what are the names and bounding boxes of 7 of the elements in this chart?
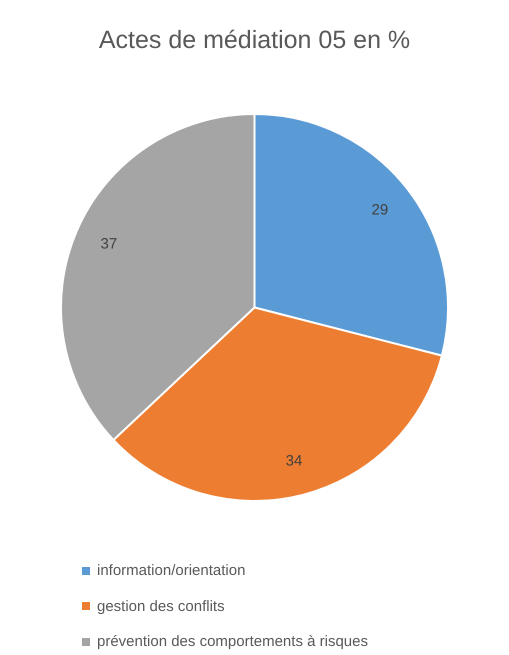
legend-label: gestion des conflits — [97, 598, 225, 615]
legend-label: information/orientation — [97, 562, 246, 580]
data-label: 37 — [100, 236, 118, 253]
chart-title: Actes de médiation 05 en % — [98, 26, 412, 55]
data-label: 34 — [286, 452, 302, 470]
legend-label: prévention des comportements à risques — [97, 633, 368, 650]
data-label: 29 — [372, 201, 388, 218]
